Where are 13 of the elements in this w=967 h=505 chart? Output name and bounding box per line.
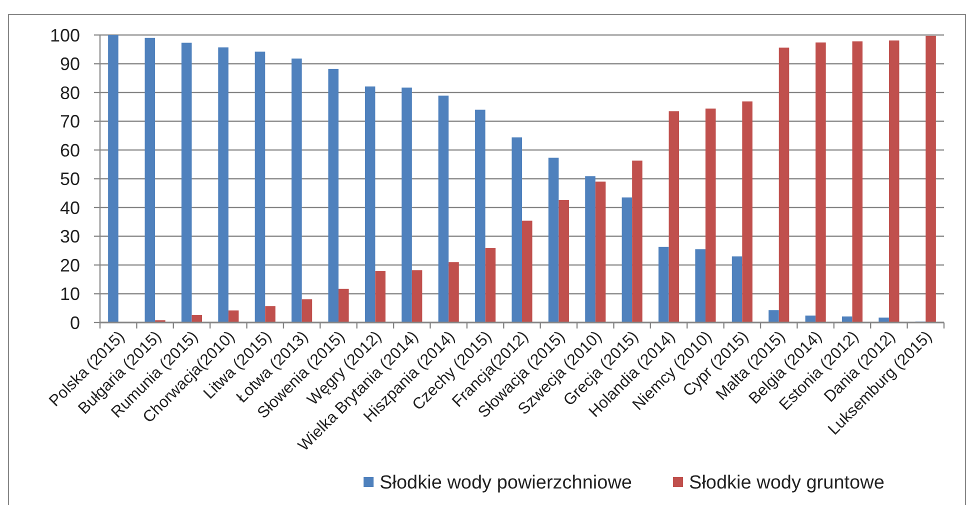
legend-label: Słodkie wody gruntowe <box>689 472 884 494</box>
legend-label: Słodkie wody powierzchniowe <box>380 472 632 494</box>
y-tick-label: 50 <box>60 169 80 190</box>
y-tick-label: 70 <box>60 112 80 132</box>
y-tick-label: 90 <box>60 54 80 74</box>
y-tick-label: 20 <box>60 255 80 276</box>
y-tick-label: 60 <box>60 140 80 160</box>
y-tick-label: 30 <box>60 226 80 247</box>
y-tick-label: 40 <box>60 198 80 218</box>
y-tick-label: 100 <box>50 25 80 46</box>
y-tick-label: 80 <box>60 82 80 103</box>
y-tick-label: 10 <box>60 284 80 304</box>
y-tick-label: 0 <box>70 312 80 333</box>
